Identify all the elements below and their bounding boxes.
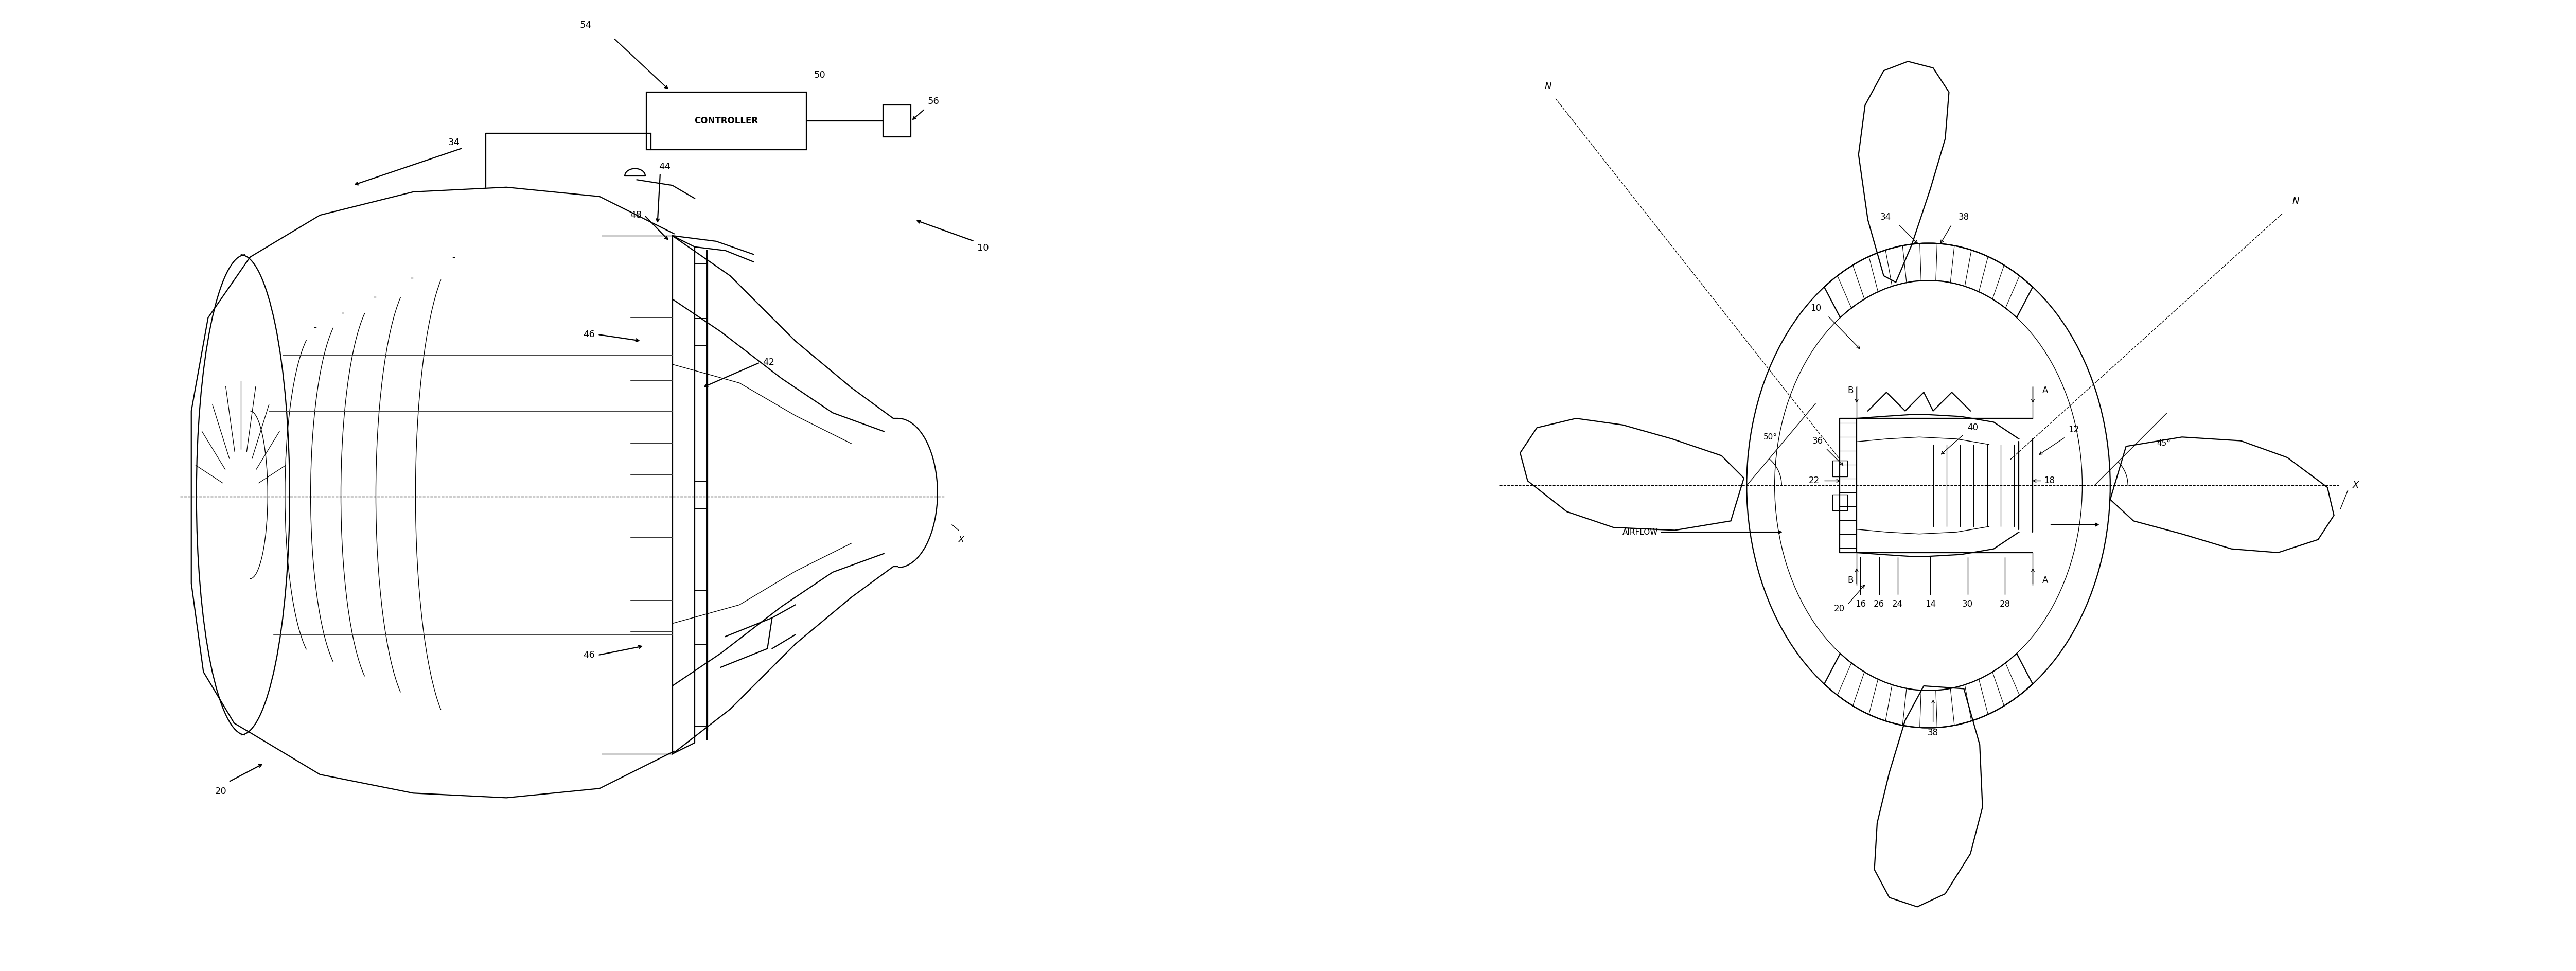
Text: 34: 34 bbox=[1880, 213, 1891, 221]
Text: 50: 50 bbox=[814, 71, 827, 80]
Text: 10: 10 bbox=[976, 243, 989, 252]
Text: N: N bbox=[1546, 82, 1551, 91]
Text: 14: 14 bbox=[1924, 599, 1935, 609]
Text: 38: 38 bbox=[1927, 728, 1940, 737]
Text: 34: 34 bbox=[448, 138, 459, 147]
Text: 50°: 50° bbox=[1765, 433, 1777, 441]
Text: 12: 12 bbox=[2069, 425, 2079, 434]
Text: 18: 18 bbox=[2043, 476, 2056, 486]
Text: 44: 44 bbox=[659, 162, 670, 171]
Text: AIRFLOW: AIRFLOW bbox=[1623, 528, 1659, 536]
Text: X: X bbox=[2352, 481, 2360, 490]
Text: A: A bbox=[2043, 385, 2048, 395]
Text: 24: 24 bbox=[1893, 599, 1904, 609]
Text: N: N bbox=[2293, 196, 2298, 206]
Text: 46: 46 bbox=[582, 651, 595, 659]
Text: 48: 48 bbox=[629, 211, 641, 219]
Text: 42: 42 bbox=[762, 358, 775, 367]
Bar bbox=[647, 92, 806, 150]
Text: CONTROLLER: CONTROLLER bbox=[696, 117, 757, 125]
Text: 20: 20 bbox=[214, 787, 227, 796]
Text: 10: 10 bbox=[1811, 304, 1821, 313]
Text: B: B bbox=[1847, 385, 1852, 395]
Text: 46: 46 bbox=[582, 330, 595, 339]
Bar bbox=[1832, 494, 1847, 510]
Text: 36: 36 bbox=[1814, 436, 1824, 446]
Text: 26: 26 bbox=[1873, 599, 1886, 609]
Text: 28: 28 bbox=[1999, 599, 2009, 609]
Bar bbox=[884, 105, 912, 137]
Text: 54: 54 bbox=[580, 20, 592, 30]
Text: 40: 40 bbox=[1968, 423, 1978, 432]
Text: 45°: 45° bbox=[2156, 440, 2172, 448]
Text: A: A bbox=[2043, 576, 2048, 586]
Text: 30: 30 bbox=[1963, 599, 1973, 609]
Text: 16: 16 bbox=[1855, 599, 1865, 609]
Bar bbox=[1832, 461, 1847, 477]
Text: 20: 20 bbox=[1834, 604, 1844, 613]
Text: B: B bbox=[1847, 576, 1852, 586]
Text: X: X bbox=[958, 535, 963, 544]
Text: 56: 56 bbox=[927, 97, 940, 106]
Text: 38: 38 bbox=[1958, 213, 1968, 221]
Text: 22: 22 bbox=[1808, 476, 1819, 486]
